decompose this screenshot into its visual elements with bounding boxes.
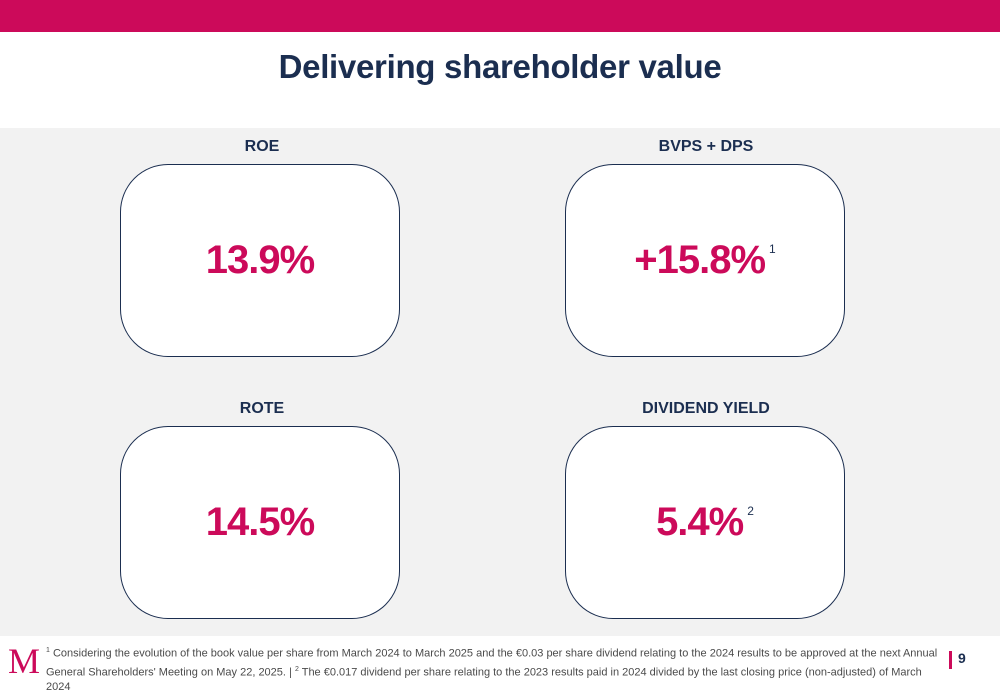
footnote-ref-2: 2 xyxy=(747,503,754,518)
metric-value-dividend-yield: 5.4% 2 xyxy=(566,427,844,618)
metric-card-dividend-yield: 5.4% 2 xyxy=(565,426,845,619)
metric-value-rote: 14.5% xyxy=(121,427,399,618)
footnote-ref-1: 1 xyxy=(769,241,776,256)
footnote-1-text: Considering the evolution of the book va… xyxy=(46,647,938,679)
top-accent-bar xyxy=(0,0,1000,32)
company-logo: M xyxy=(7,641,40,681)
metric-label-bvps-dps: BVPS + DPS xyxy=(658,138,754,155)
footer xyxy=(0,636,1000,685)
page-number: 9 xyxy=(958,650,966,666)
metric-value-roe-text: 13.9% xyxy=(205,238,315,282)
metric-label-rote: ROTE xyxy=(239,400,285,417)
metric-value-rote-text: 14.5% xyxy=(205,500,315,544)
metric-value-bvps-dps: +15.8% 1 xyxy=(566,165,844,356)
metric-label-dividend-yield: DIVIDEND YIELD xyxy=(642,400,770,417)
page-title: Delivering shareholder value xyxy=(278,48,722,85)
footnote-1-mark: 1 xyxy=(46,647,50,654)
metric-value-roe: 13.9% xyxy=(121,165,399,356)
footnote-2-mark: 2 xyxy=(294,665,299,673)
metric-value-dividend-yield-text: 5.4% xyxy=(656,500,744,544)
page-number-accent xyxy=(949,651,952,669)
metric-card-roe: 13.9% xyxy=(120,164,400,357)
metric-card-bvps-dps: +15.8% 1 xyxy=(565,164,845,357)
metric-label-roe: ROE xyxy=(244,138,280,155)
footnotes: 1 Considering the evolution of the book … xyxy=(46,643,946,695)
metric-card-rote: 14.5% xyxy=(120,426,400,619)
metrics-panel: ROE 13.9% BVPS + DPS +15.8% 1 ROTE 14.5% … xyxy=(0,128,1000,636)
metric-value-bvps-dps-text: +15.8% xyxy=(634,238,766,282)
